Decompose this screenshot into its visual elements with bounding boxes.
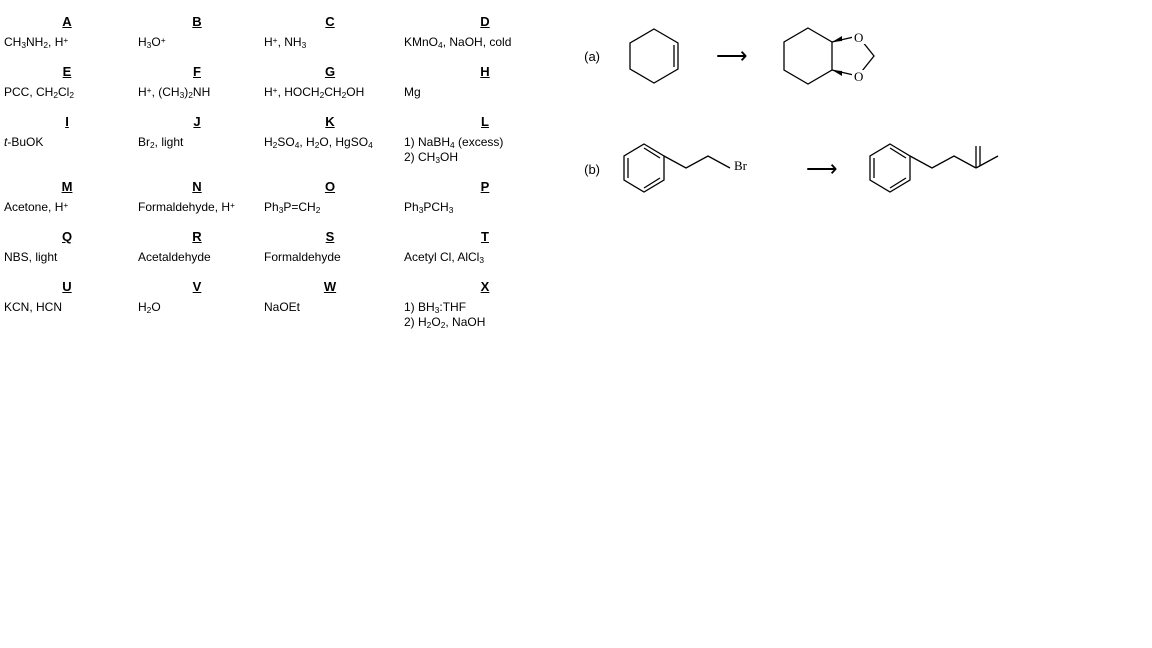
cyclohexane-dioxolane-icon: O O — [770, 18, 900, 94]
reagent-header-W: W — [260, 279, 400, 294]
reagent-header-T: T — [400, 229, 570, 244]
reagent-value-A: CH3NH2, H+ — [0, 33, 134, 60]
reagent-value-I: t-BuOK — [0, 133, 134, 175]
phenyl-isobutenyl-icon — [860, 134, 1060, 204]
reagent-value-B: H3O+ — [134, 33, 260, 60]
reagent-header-I: I — [0, 114, 134, 129]
phenethyl-bromide-icon: Br — [614, 134, 784, 204]
svg-text:Br: Br — [734, 158, 748, 173]
reagent-value-L: 1) NaBH4 (excess)2) CH3OH — [400, 133, 570, 175]
reaction-b-label: (b) — [570, 162, 600, 177]
reagent-value-T: Acetyl Cl, AlCl3 — [400, 248, 570, 275]
reagent-header-J: J — [134, 114, 260, 129]
reagent-value-G: H+, HOCH2CH2OH — [260, 83, 400, 110]
reagent-value-W: NaOEt — [260, 298, 400, 340]
reagent-header-B: B — [134, 14, 260, 29]
reagent-value-N: Formaldehyde, H+ — [134, 198, 260, 225]
reagent-value-E: PCC, CH2Cl2 — [0, 83, 134, 110]
reagent-header-L: L — [400, 114, 570, 129]
reagent-header-H: H — [400, 64, 570, 79]
reagent-header-G: G — [260, 64, 400, 79]
reagent-value-J: Br2, light — [134, 133, 260, 175]
svg-text:O: O — [854, 30, 863, 45]
reagent-header-D: D — [400, 14, 570, 29]
arrow-icon: ⟶ — [806, 156, 838, 182]
reaction-a-label: (a) — [570, 49, 600, 64]
reagent-value-Q: NBS, light — [0, 248, 134, 275]
cyclohexene-icon — [614, 21, 694, 91]
page-root: { "reagents": { "A": {"label":"A","val":… — [0, 0, 1152, 648]
reagent-header-R: R — [134, 229, 260, 244]
reagent-header-O: O — [260, 179, 400, 194]
reagent-value-O: Ph3P=CH2 — [260, 198, 400, 225]
reagent-header-V: V — [134, 279, 260, 294]
svg-text:O: O — [854, 69, 863, 84]
reagent-value-K: H2SO4, H2O, HgSO4 — [260, 133, 400, 175]
reaction-a: (a) ⟶ O O — [570, 18, 1060, 94]
reagent-header-C: C — [260, 14, 400, 29]
reagent-value-M: Acetone, H+ — [0, 198, 134, 225]
reactions-panel: (a) ⟶ O O — [570, 18, 1060, 244]
reagent-value-C: H+, NH3 — [260, 33, 400, 60]
reagent-value-R: Acetaldehyde — [134, 248, 260, 275]
reagent-table: ABCD CH3NH2, H+H3O+H+, NH3KMnO4, NaOH, co… — [0, 14, 570, 340]
reagent-value-D: KMnO4, NaOH, cold — [400, 33, 570, 60]
reagent-header-A: A — [0, 14, 134, 29]
reagent-header-N: N — [134, 179, 260, 194]
reagent-value-X: 1) BH3:THF2) H2O2, NaOH — [400, 298, 570, 340]
reagent-value-S: Formaldehyde — [260, 248, 400, 275]
reagent-header-U: U — [0, 279, 134, 294]
arrow-icon: ⟶ — [716, 43, 748, 69]
reagent-header-K: K — [260, 114, 400, 129]
reagent-header-F: F — [134, 64, 260, 79]
reagent-header-S: S — [260, 229, 400, 244]
reagent-header-E: E — [0, 64, 134, 79]
reagent-value-F: H+, (CH3)2NH — [134, 83, 260, 110]
reagent-value-H: Mg — [400, 83, 570, 110]
reagent-header-Q: Q — [0, 229, 134, 244]
reagent-value-V: H2O — [134, 298, 260, 340]
reagent-header-P: P — [400, 179, 570, 194]
reagent-value-P: Ph3PCH3 — [400, 198, 570, 225]
reaction-b: (b) Br ⟶ — [570, 134, 1060, 204]
reagent-value-U: KCN, HCN — [0, 298, 134, 340]
reagent-header-X: X — [400, 279, 570, 294]
reagent-header-M: M — [0, 179, 134, 194]
